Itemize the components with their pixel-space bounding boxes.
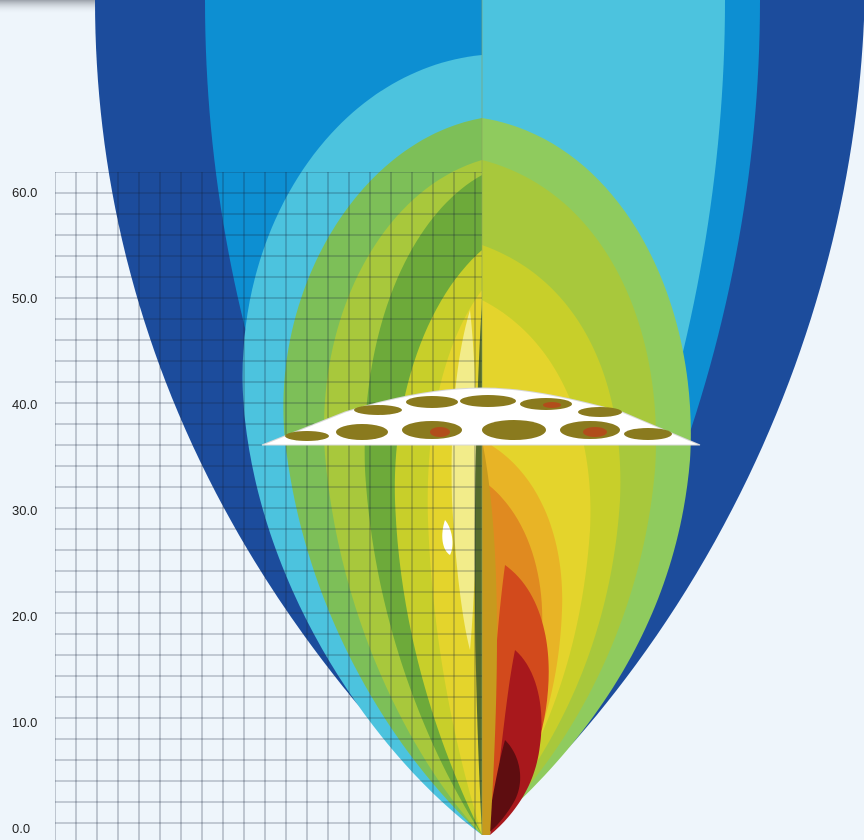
grid-overlay [55, 172, 482, 840]
disc-hole-shade [543, 402, 561, 408]
y-tick-label: 50.0 [12, 291, 37, 306]
y-tick-label: 30.0 [12, 503, 37, 518]
perforated-disc [261, 387, 701, 446]
disc-hole [624, 428, 672, 440]
disc-holes [285, 395, 672, 441]
disc-hole-shading [430, 402, 607, 437]
disc-hole [354, 405, 402, 415]
disc-hole [336, 424, 388, 440]
y-tick-label: 0.0 [12, 821, 30, 836]
y-tick-label: 60.0 [12, 185, 37, 200]
disc-hole [460, 395, 516, 407]
disc-hole [406, 396, 458, 408]
y-tick-label: 10.0 [12, 715, 37, 730]
disc-hole-shade [430, 427, 450, 437]
disc-hole [578, 407, 622, 417]
y-tick-label: 40.0 [12, 397, 37, 412]
band-maroon-right [486, 740, 521, 835]
y-tick-label: 20.0 [12, 609, 37, 624]
y-axis: 0.0 10.0 20.0 30.0 40.0 50.0 60.0 [12, 185, 37, 836]
disc-hole [482, 420, 546, 440]
disc-hole [285, 431, 329, 441]
disc-hole-shade [583, 427, 607, 437]
band-shadow-right [482, 440, 497, 835]
